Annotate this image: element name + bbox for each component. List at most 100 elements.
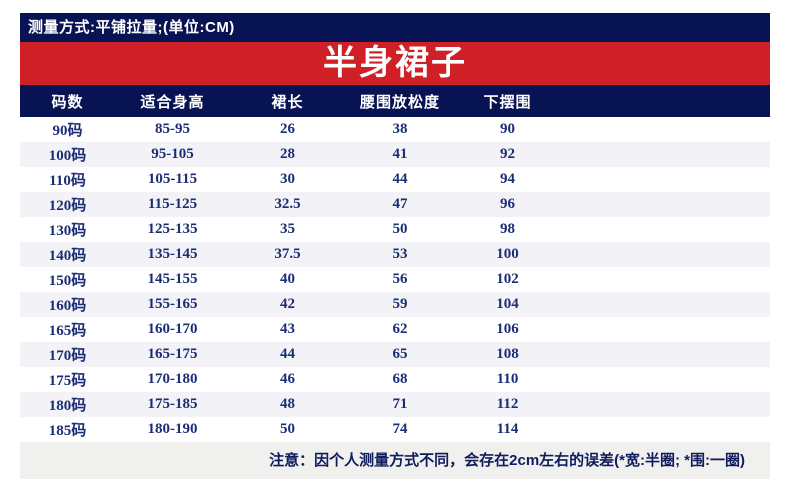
table-cell: 35 xyxy=(230,217,345,242)
table-cell: 46 xyxy=(230,367,345,392)
table-cell: 41 xyxy=(345,142,455,167)
product-title-banner: 半身裙子 xyxy=(20,42,770,85)
table-cell: 44 xyxy=(230,342,345,367)
table-cell: 150码 xyxy=(20,267,115,292)
table-cell: 98 xyxy=(455,217,560,242)
table-cell: 74 xyxy=(345,417,455,442)
table-cell: 40 xyxy=(230,267,345,292)
column-header-size: 码数 xyxy=(20,85,115,117)
table-cell: 56 xyxy=(345,267,455,292)
table-cell-filler xyxy=(560,192,770,217)
table-cell: 155-165 xyxy=(115,292,230,317)
table-cell-filler xyxy=(560,392,770,417)
table-cell-filler xyxy=(560,142,770,167)
column-header-filler xyxy=(560,85,770,117)
table-cell: 110码 xyxy=(20,167,115,192)
table-row: 170码 165-175 44 65 108 xyxy=(20,342,770,367)
table-cell: 140码 xyxy=(20,242,115,267)
table-cell: 165-175 xyxy=(115,342,230,367)
table-cell: 53 xyxy=(345,242,455,267)
table-cell: 68 xyxy=(345,367,455,392)
table-cell: 48 xyxy=(230,392,345,417)
table-cell: 135-145 xyxy=(115,242,230,267)
table-cell: 71 xyxy=(345,392,455,417)
table-row: 175码 170-180 46 68 110 xyxy=(20,367,770,392)
table-cell: 28 xyxy=(230,142,345,167)
table-row: 110码 105-115 30 44 94 xyxy=(20,167,770,192)
table-cell: 115-125 xyxy=(115,192,230,217)
table-row: 180码 175-185 48 71 112 xyxy=(20,392,770,417)
table-cell: 47 xyxy=(345,192,455,217)
table-row: 130码 125-135 35 50 98 xyxy=(20,217,770,242)
table-cell: 175码 xyxy=(20,367,115,392)
table-cell: 130码 xyxy=(20,217,115,242)
table-row: 150码 145-155 40 56 102 xyxy=(20,267,770,292)
table-cell: 26 xyxy=(230,117,345,142)
table-cell: 62 xyxy=(345,317,455,342)
table-cell: 85-95 xyxy=(115,117,230,142)
table-cell: 90码 xyxy=(20,117,115,142)
table-cell-filler xyxy=(560,317,770,342)
table-cell: 175-185 xyxy=(115,392,230,417)
table-cell: 110 xyxy=(455,367,560,392)
table-cell-filler xyxy=(560,367,770,392)
table-cell: 102 xyxy=(455,267,560,292)
size-table: 码数 适合身高 裙长 腰围放松度 下摆围 90码 85-95 26 38 90 100码 9… xyxy=(20,85,770,442)
column-header-hem: 下摆围 xyxy=(455,85,560,117)
table-cell: 95-105 xyxy=(115,142,230,167)
table-cell-filler xyxy=(560,417,770,442)
table-cell: 42 xyxy=(230,292,345,317)
table-cell-filler xyxy=(560,167,770,192)
table-cell: 114 xyxy=(455,417,560,442)
table-row: 160码 155-165 42 59 104 xyxy=(20,292,770,317)
table-cell: 105-115 xyxy=(115,167,230,192)
table-cell: 112 xyxy=(455,392,560,417)
table-cell: 59 xyxy=(345,292,455,317)
table-cell: 180-190 xyxy=(115,417,230,442)
table-cell: 165码 xyxy=(20,317,115,342)
column-header-waist: 腰围放松度 xyxy=(345,85,455,117)
table-cell: 100码 xyxy=(20,142,115,167)
measurement-method-bar: 测量方式:平铺拉量;(单位:CM) xyxy=(20,13,770,42)
table-cell: 90 xyxy=(455,117,560,142)
table-cell: 120码 xyxy=(20,192,115,217)
table-row: 120码 115-125 32.5 47 96 xyxy=(20,192,770,217)
header-row: 码数 适合身高 裙长 腰围放松度 下摆围 xyxy=(20,85,770,117)
table-row: 165码 160-170 43 62 106 xyxy=(20,317,770,342)
table-row: 185码 180-190 50 74 114 xyxy=(20,417,770,442)
table-cell: 106 xyxy=(455,317,560,342)
table-cell: 92 xyxy=(455,142,560,167)
size-table-header: 码数 适合身高 裙长 腰围放松度 下摆围 xyxy=(20,85,770,117)
measurement-tolerance-note: 注意：因个人测量方式不同，会存在2cm左右的误差(*宽:半圈; *围:一圈) xyxy=(20,442,770,479)
table-cell-filler xyxy=(560,242,770,267)
table-cell: 104 xyxy=(455,292,560,317)
table-cell: 50 xyxy=(345,217,455,242)
table-cell: 170码 xyxy=(20,342,115,367)
size-chart: 测量方式:平铺拉量;(单位:CM) 半身裙子 码数 适合身高 裙长 腰围放松度 … xyxy=(20,13,770,479)
table-cell: 44 xyxy=(345,167,455,192)
table-cell: 170-180 xyxy=(115,367,230,392)
table-row: 100码 95-105 28 41 92 xyxy=(20,142,770,167)
table-cell: 145-155 xyxy=(115,267,230,292)
table-cell: 94 xyxy=(455,167,560,192)
table-cell: 96 xyxy=(455,192,560,217)
column-header-skirt-length: 裙长 xyxy=(230,85,345,117)
table-cell: 32.5 xyxy=(230,192,345,217)
table-cell: 108 xyxy=(455,342,560,367)
column-header-height: 适合身高 xyxy=(115,85,230,117)
table-cell-filler xyxy=(560,292,770,317)
table-cell-filler xyxy=(560,267,770,292)
size-table-body: 90码 85-95 26 38 90 100码 95-105 28 41 92 110码 105-11… xyxy=(20,117,770,442)
table-cell: 125-135 xyxy=(115,217,230,242)
table-cell: 160-170 xyxy=(115,317,230,342)
table-row: 90码 85-95 26 38 90 xyxy=(20,117,770,142)
table-cell-filler xyxy=(560,117,770,142)
table-cell: 37.5 xyxy=(230,242,345,267)
table-cell: 50 xyxy=(230,417,345,442)
table-cell-filler xyxy=(560,342,770,367)
table-row: 140码 135-145 37.5 53 100 xyxy=(20,242,770,267)
table-cell: 38 xyxy=(345,117,455,142)
table-cell: 30 xyxy=(230,167,345,192)
table-cell-filler xyxy=(560,217,770,242)
table-cell: 43 xyxy=(230,317,345,342)
